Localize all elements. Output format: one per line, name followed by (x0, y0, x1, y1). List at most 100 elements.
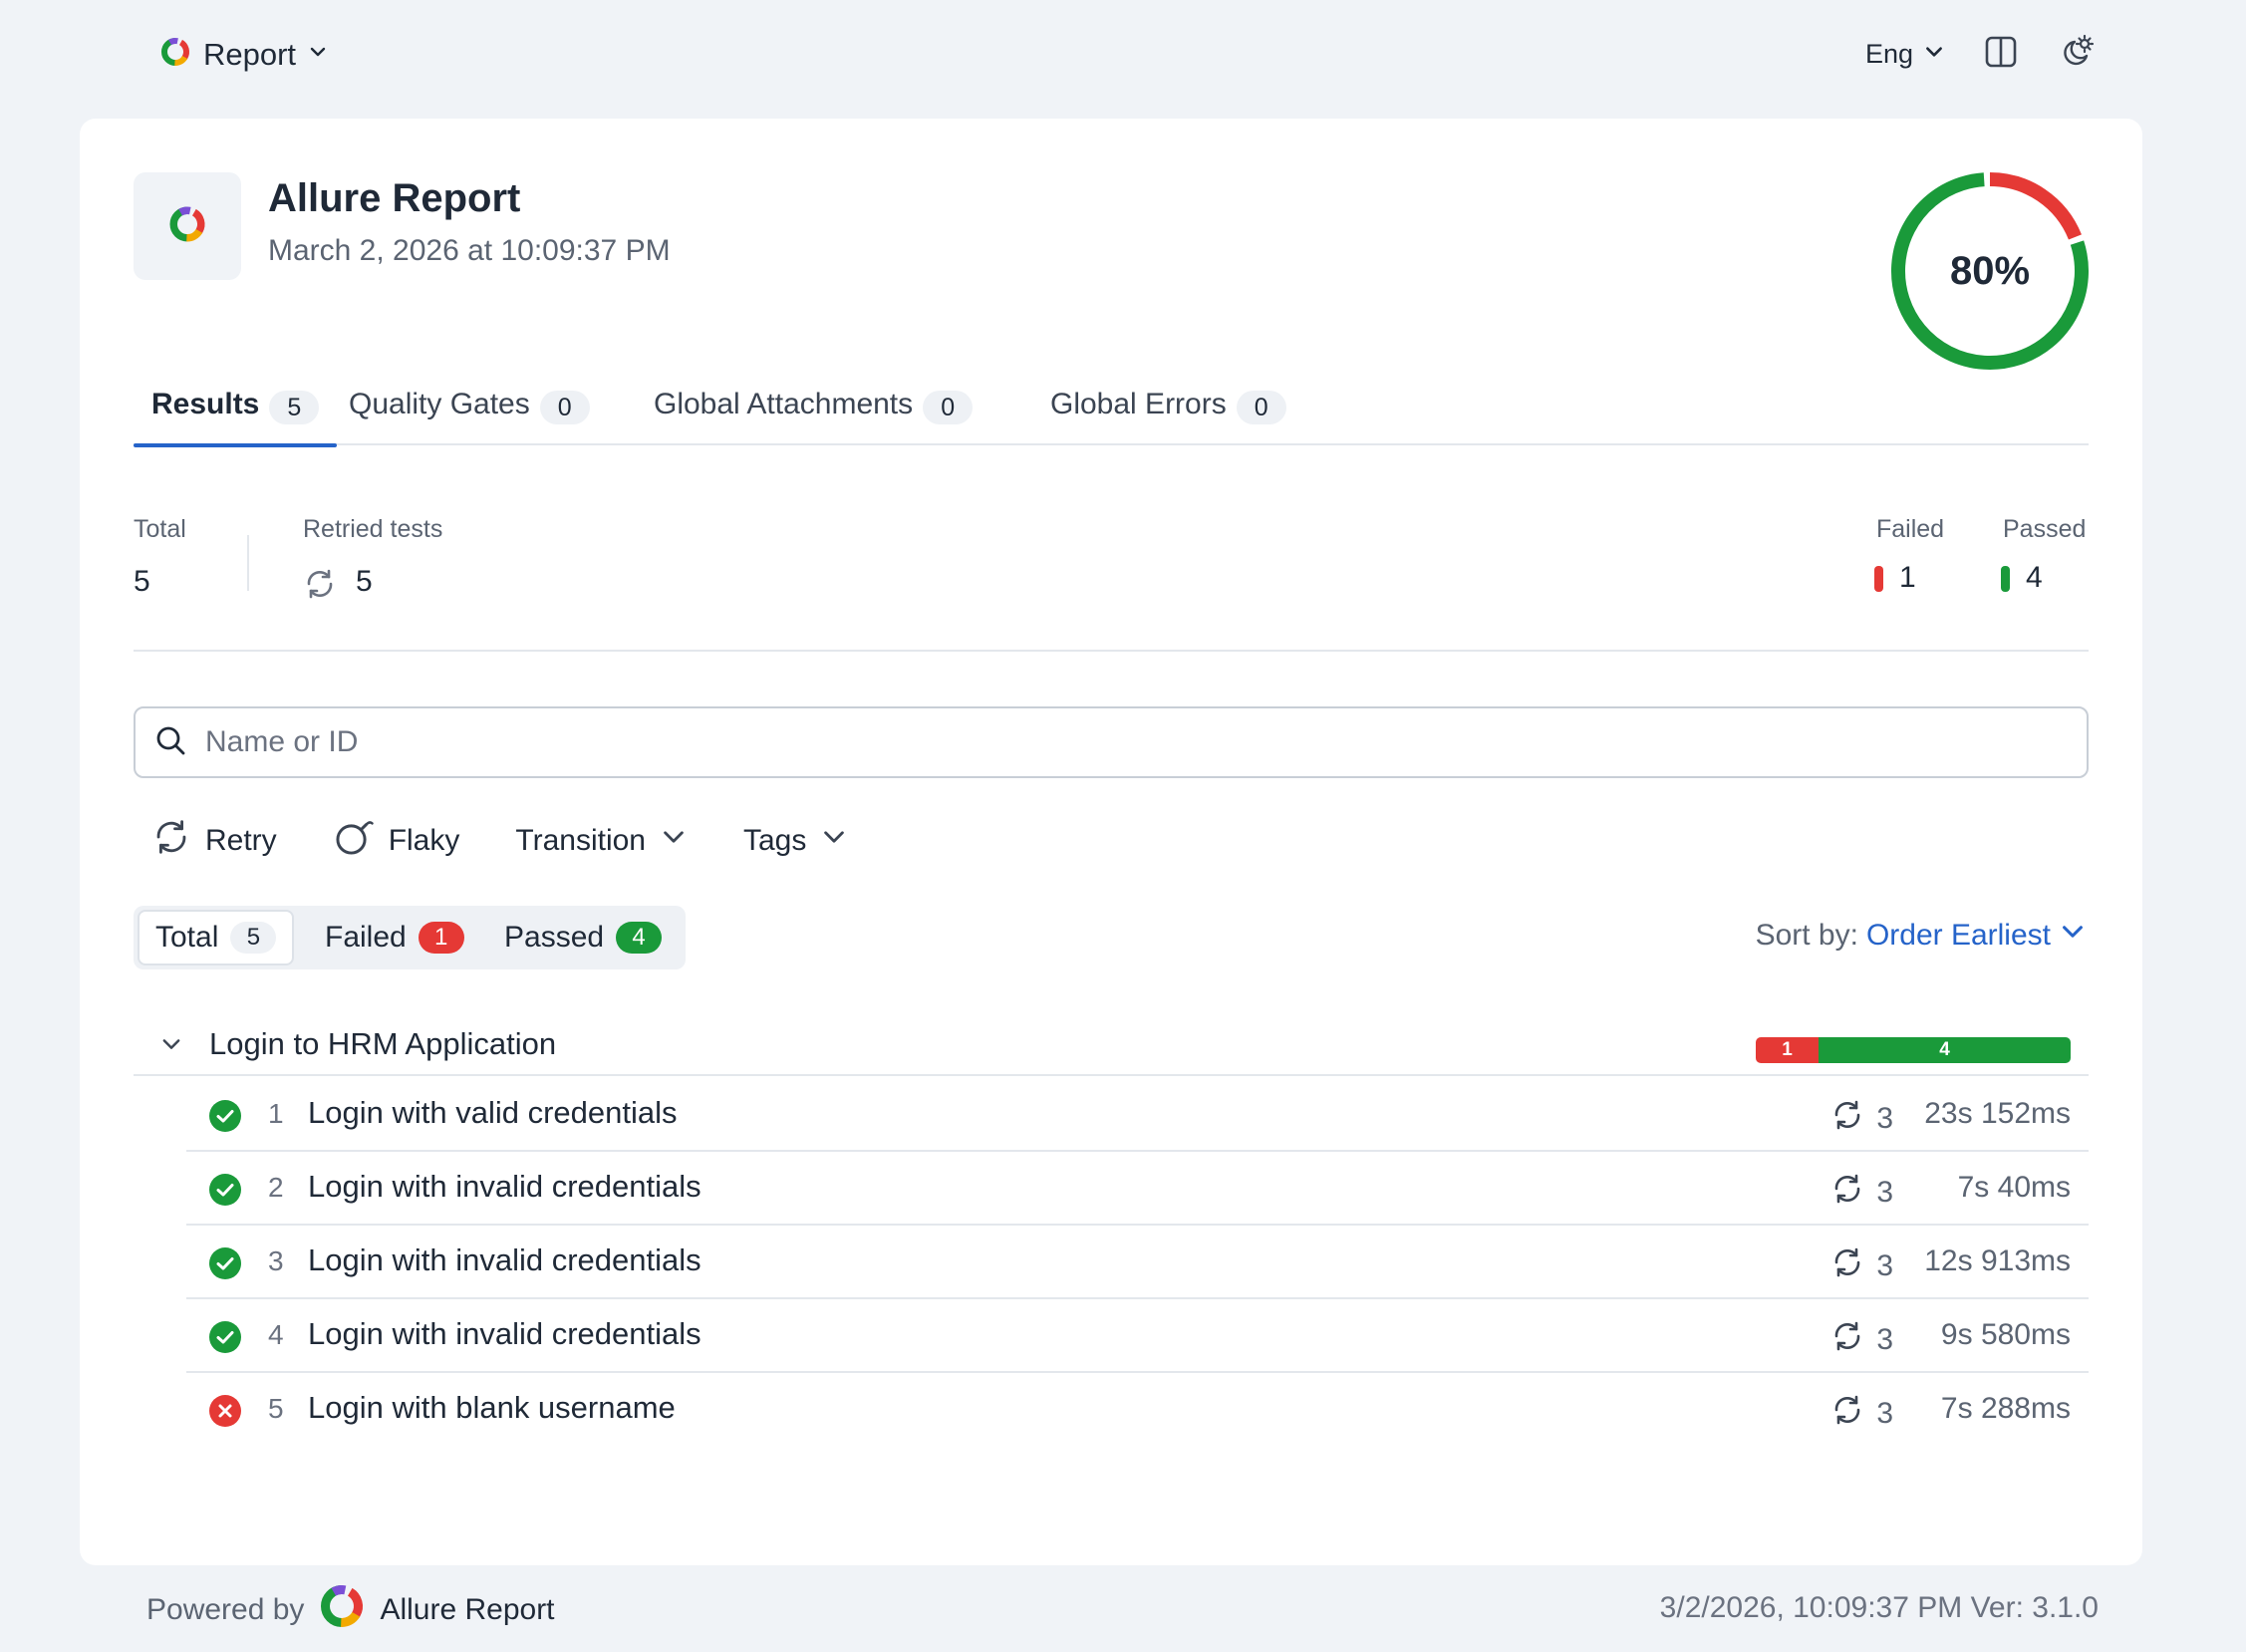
report-datetime: March 2, 2026 at 10:09:37 PM (268, 234, 671, 267)
test-row[interactable]: 3 Login with invalid credentials 3 12s 9… (186, 1226, 2089, 1299)
test-duration: 23s 152ms (1924, 1097, 2071, 1130)
retry-icon (1830, 1245, 1864, 1287)
sort-value: Order Earliest (1865, 919, 2051, 952)
segment-failed[interactable]: Failed 1 (309, 910, 480, 965)
test-row[interactable]: 2 Login with invalid credentials 3 7s 40… (186, 1152, 2089, 1226)
retry-count: 3 (1876, 1176, 1893, 1209)
chevron-down-icon (2059, 918, 2087, 954)
passed-indicator (2001, 566, 2010, 592)
stat-passed-value: 4 (2026, 561, 2043, 594)
footer-powered-by: Powered by Allure Report (146, 1582, 555, 1638)
footer-timestamp-version: 3/2/2026, 10:09:37 PM Ver: 3.1.0 (1659, 1591, 2099, 1624)
retry-icon (1830, 1319, 1864, 1361)
test-name: Login with invalid credentials (308, 1316, 702, 1351)
retry-count: 3 (1876, 1102, 1893, 1135)
divider (134, 650, 2089, 652)
layout-toggle-button[interactable] (1981, 34, 2021, 74)
group-header[interactable]: Login to HRM Application 1 4 (134, 1012, 2089, 1076)
passed-status-icon (208, 1099, 242, 1133)
search-box (134, 706, 2089, 778)
tab-global-errors[interactable]: Global Errors 0 (1050, 388, 1286, 445)
allure-logo-icon (167, 204, 207, 249)
stat-failed-label: Failed (1876, 515, 1945, 543)
test-retries: 3 (1830, 1172, 1893, 1214)
report-switcher-label: Report (203, 36, 297, 72)
test-retries: 3 (1830, 1393, 1893, 1435)
test-number: 5 (268, 1393, 284, 1424)
pass-rate-failed-arc (1891, 172, 2089, 370)
test-duration: 12s 913ms (1924, 1244, 2071, 1277)
transition-dropdown[interactable]: Transition (515, 823, 688, 859)
transition-dropdown-label: Transition (515, 824, 646, 857)
retry-icon (1830, 1393, 1864, 1435)
theme-icon (2059, 34, 2095, 75)
report-switcher[interactable]: Report (159, 36, 328, 73)
test-duration: 9s 580ms (1940, 1318, 2071, 1351)
retry-count: 3 (1876, 1397, 1893, 1430)
tab-count-badge: 0 (923, 391, 974, 424)
test-retries: 3 (1830, 1319, 1893, 1361)
stat-retried-value: 5 (356, 565, 373, 598)
pass-rate-label: 80% (1949, 248, 2031, 293)
segment-label: Total (155, 921, 219, 954)
segment-passed[interactable]: Passed 4 (488, 910, 678, 965)
test-number: 4 (268, 1319, 284, 1350)
test-row[interactable]: 5 Login with blank username 3 7s 288ms (186, 1373, 2089, 1447)
language-selector[interactable]: Eng (1865, 39, 1945, 70)
test-row[interactable]: 4 Login with invalid credentials 3 9s 58… (186, 1299, 2089, 1373)
status-segmented-control: Total 5 Failed 1 Passed 4 (134, 906, 686, 969)
test-number: 1 (268, 1098, 284, 1129)
segment-total[interactable]: Total 5 (138, 910, 295, 965)
test-retries: 3 (1830, 1098, 1893, 1140)
test-name: Login with invalid credentials (308, 1169, 702, 1204)
test-name: Login with invalid credentials (308, 1242, 702, 1277)
split-layout-icon (1984, 35, 2018, 74)
passed-status-icon (208, 1173, 242, 1207)
filter-bar: Retry Flaky Transition Tags (151, 816, 904, 866)
group-status-bar: 1 4 (1756, 1037, 2071, 1063)
report-card: Allure Report March 2, 2026 at 10:09:37 … (80, 119, 2142, 1565)
stat-passed-label: Passed (2003, 515, 2087, 543)
flaky-filter-button[interactable]: Flaky (333, 816, 460, 866)
segment-label: Failed (325, 921, 407, 954)
report-logo (134, 172, 241, 280)
test-number: 3 (268, 1245, 284, 1276)
flaky-filter-label: Flaky (388, 824, 460, 857)
group-title: Login to HRM Application (209, 1026, 557, 1061)
retry-icon (151, 817, 191, 865)
retry-filter-label: Retry (205, 824, 277, 857)
test-name: Login with valid credentials (308, 1095, 678, 1130)
stat-total-label: Total (134, 515, 186, 543)
failed-status-icon (208, 1394, 242, 1428)
tab-global-attachments[interactable]: Global Attachments 0 (654, 388, 974, 445)
sort-label: Sort by: (1755, 919, 1858, 952)
test-duration: 7s 288ms (1940, 1392, 2071, 1425)
retry-count: 3 (1876, 1249, 1893, 1282)
allure-logo-icon (159, 36, 191, 73)
theme-toggle-button[interactable] (2057, 34, 2097, 74)
tab-quality-gates[interactable]: Quality Gates 0 (349, 388, 590, 445)
tab-count-badge: 0 (539, 391, 590, 424)
retry-filter-button[interactable]: Retry (151, 817, 277, 865)
group-passed-segment: 4 (1819, 1037, 2071, 1063)
stat-divider (247, 535, 249, 591)
chevron-down-icon (1923, 39, 1945, 70)
tags-dropdown[interactable]: Tags (743, 823, 848, 859)
segment-count-badge: 5 (230, 922, 277, 954)
report-title: Allure Report (268, 176, 521, 220)
retry-count: 3 (1876, 1323, 1893, 1356)
failed-indicator (1874, 566, 1883, 592)
tab-label: Global Errors (1050, 388, 1227, 420)
pass-rate-donut (1891, 172, 2089, 370)
test-name: Login with blank username (308, 1390, 676, 1425)
footer-brand: Allure Report (380, 1593, 555, 1626)
chevron-down-icon (660, 823, 688, 859)
test-row[interactable]: 1 Login with valid credentials 3 23s 152… (186, 1078, 2089, 1152)
chevron-down-icon (820, 823, 848, 859)
segment-count-badge: 4 (616, 922, 663, 954)
tags-dropdown-label: Tags (742, 824, 807, 857)
search-input[interactable] (205, 725, 1999, 759)
chevron-down-icon (308, 42, 328, 67)
sort-dropdown[interactable]: Sort by: Order Earliest (1756, 918, 2087, 954)
tab-results[interactable]: Results 5 (133, 388, 338, 447)
